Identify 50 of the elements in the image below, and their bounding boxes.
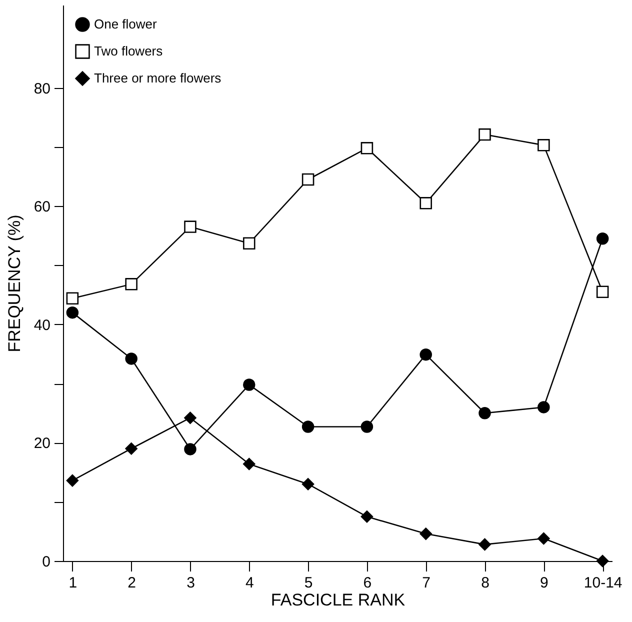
point (538, 139, 550, 152)
point (360, 142, 374, 154)
point (596, 554, 609, 568)
x-tick-label: 10-14 (584, 574, 622, 592)
point (66, 474, 79, 487)
point (596, 232, 609, 245)
y-tick-label: 80 (34, 80, 50, 98)
point (302, 173, 314, 186)
point (596, 286, 609, 298)
point (538, 401, 550, 414)
point (243, 237, 256, 250)
point (184, 412, 196, 424)
x-tick-label: 6 (363, 574, 372, 592)
point (66, 292, 79, 305)
point (478, 538, 491, 551)
point (420, 197, 432, 210)
point (125, 442, 138, 455)
point (302, 478, 314, 490)
point (360, 420, 374, 433)
legend-label: One flower (94, 16, 158, 32)
y-tick-label: 0 (42, 554, 50, 570)
x-tick-label: 9 (540, 574, 548, 592)
point (478, 128, 491, 141)
y-tick-label: 60 (34, 198, 50, 216)
y-axis-title: FREQUENCY (%) (4, 214, 24, 352)
point (538, 532, 550, 545)
y-tick-label: 20 (34, 435, 50, 452)
x-tick-label: 3 (186, 574, 195, 592)
y-tick-label: 40 (34, 316, 50, 334)
point (302, 420, 314, 433)
x-axis-title: FASCICLE RANK (270, 590, 406, 610)
point (243, 378, 256, 391)
x-tick-label: 1 (68, 574, 78, 592)
x-tick-label: 8 (481, 574, 490, 592)
point (420, 348, 432, 361)
legend-label: Three or more flowers (94, 70, 222, 86)
x-tick-label: 2 (128, 574, 136, 592)
point (125, 352, 138, 365)
point (184, 443, 196, 456)
x-tick-label: 4 (245, 574, 254, 592)
point (184, 220, 196, 233)
point (66, 306, 79, 319)
x-tick-label: 7 (422, 574, 431, 592)
point (420, 528, 432, 540)
point (360, 510, 374, 523)
point (478, 407, 491, 420)
point (125, 278, 138, 290)
point (243, 458, 256, 470)
legend-label: Two flowers (94, 44, 164, 58)
x-tick-label: 5 (304, 574, 313, 592)
